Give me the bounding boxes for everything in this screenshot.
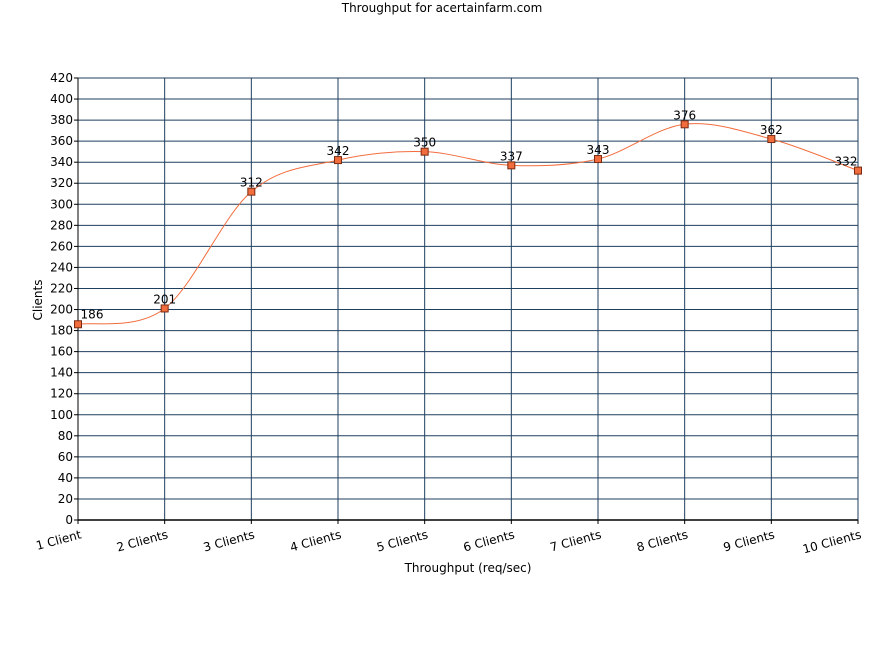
y-tick-label: 300: [50, 197, 73, 211]
x-tick-label: 8 Clients: [635, 527, 689, 554]
y-tick-label: 200: [50, 303, 73, 317]
y-tick-label: 220: [50, 281, 73, 295]
y-tick-label: 340: [50, 155, 73, 169]
y-tick-label: 0: [65, 513, 73, 527]
x-tick-label: 4 Clients: [288, 527, 342, 554]
y-tick-label: 100: [50, 408, 73, 422]
data-point-marker: [507, 161, 516, 170]
y-tick-label: 180: [50, 324, 73, 338]
x-tick-label: 9 Clients: [722, 527, 776, 554]
y-tick-label: 60: [58, 450, 73, 464]
data-label: 201: [153, 292, 176, 306]
data-point-marker: [160, 304, 169, 313]
data-point-marker: [594, 155, 602, 164]
data-point-marker: [420, 147, 429, 156]
axes: [74, 77, 859, 524]
x-tick-label: 10 Clients: [801, 527, 863, 556]
y-tick-label: 280: [50, 218, 73, 232]
y-tick-label: 140: [50, 366, 73, 380]
data-point-marker: [680, 120, 689, 129]
data-point-marker: [247, 187, 256, 196]
y-tick-labels: 0 20 40 60 80 100 120 140 160 180 200 220 240 260 280 3…: [50, 71, 73, 527]
x-tick-label: 7 Clients: [548, 527, 602, 554]
chart-title: Throughput for acertainfarm.com: [341, 1, 543, 15]
y-tick-label: 120: [50, 387, 73, 401]
data-label: 350: [413, 136, 436, 150]
y-tick-label: 160: [50, 345, 73, 359]
data-label: 312: [240, 176, 263, 190]
data-label: 337: [500, 149, 523, 163]
x-tick-label: 5 Clients: [375, 527, 429, 554]
x-axis-title: Throughput (req/sec): [404, 561, 532, 575]
data-point-marker: [334, 156, 342, 165]
y-tick-label: 400: [50, 92, 73, 106]
y-tick-label: 20: [58, 492, 73, 506]
y-tick-label: 240: [50, 260, 73, 274]
data-label: 376: [673, 108, 696, 122]
x-tick-label: 1 Client: [35, 527, 84, 553]
y-tick-label: 80: [58, 429, 73, 443]
y-tick-label: 40: [58, 471, 73, 485]
grid: [78, 77, 859, 520]
series-line: [77, 123, 859, 325]
x-tick-label: 3 Clients: [202, 527, 256, 554]
series: [74, 120, 862, 329]
data-label: 186: [81, 307, 104, 321]
y-tick-label: 420: [50, 71, 73, 85]
y-tick-label: 380: [50, 113, 73, 127]
data-labels: 186 201 312 342 350 337 343 376 362 332: [81, 108, 858, 321]
y-tick-label: 320: [50, 176, 73, 190]
data-label: 362: [760, 123, 783, 137]
x-tick-label: 2 Clients: [115, 527, 169, 554]
data-point-marker: [767, 135, 776, 144]
data-label: 343: [587, 143, 610, 157]
x-tick-label: 6 Clients: [462, 527, 516, 554]
y-tick-label: 360: [50, 134, 73, 148]
data-point-marker: [74, 320, 82, 329]
data-label: 332: [835, 155, 858, 169]
y-tick-label: 260: [50, 239, 73, 253]
data-label: 342: [327, 144, 350, 158]
data-point-marker: [854, 166, 862, 175]
y-axis-title: Clients: [31, 280, 45, 321]
x-tick-labels: 1 Client 2 Clients 3 Clients 4 Clients 5 Cli…: [35, 527, 863, 556]
